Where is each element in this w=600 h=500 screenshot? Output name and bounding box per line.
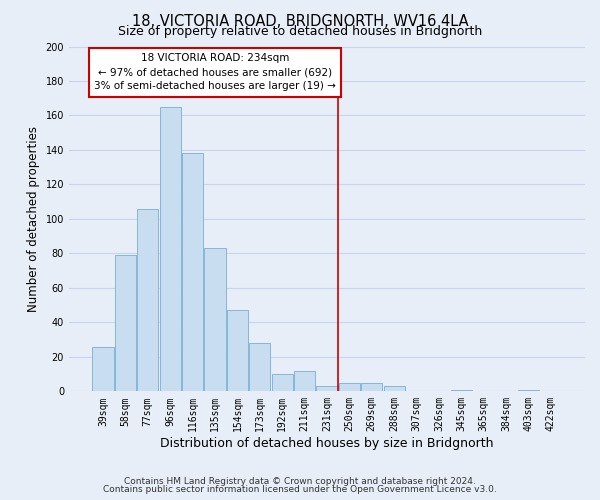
Bar [227,310,248,392]
Y-axis label: Number of detached properties: Number of detached properties [27,126,40,312]
Bar [160,107,181,392]
Text: 18 VICTORIA ROAD: 234sqm
← 97% of detached houses are smaller (692)
3% of semi-d: 18 VICTORIA ROAD: 234sqm ← 97% of detach… [94,54,336,92]
Bar [316,386,338,392]
Bar [518,390,539,392]
Bar [294,370,315,392]
Bar [272,374,293,392]
Bar [182,154,203,392]
Bar [115,255,136,392]
Text: Size of property relative to detached houses in Bridgnorth: Size of property relative to detached ho… [118,25,482,38]
Bar [339,382,360,392]
Text: Contains HM Land Registry data © Crown copyright and database right 2024.: Contains HM Land Registry data © Crown c… [124,477,476,486]
Bar [137,208,158,392]
Bar [361,382,382,392]
Bar [205,248,226,392]
Bar [92,346,113,392]
Text: Contains public sector information licensed under the Open Government Licence v3: Contains public sector information licen… [103,485,497,494]
Bar [249,343,271,392]
Text: 18, VICTORIA ROAD, BRIDGNORTH, WV16 4LA: 18, VICTORIA ROAD, BRIDGNORTH, WV16 4LA [131,14,469,29]
Bar [383,386,405,392]
X-axis label: Distribution of detached houses by size in Bridgnorth: Distribution of detached houses by size … [160,437,494,450]
Bar [451,390,472,392]
